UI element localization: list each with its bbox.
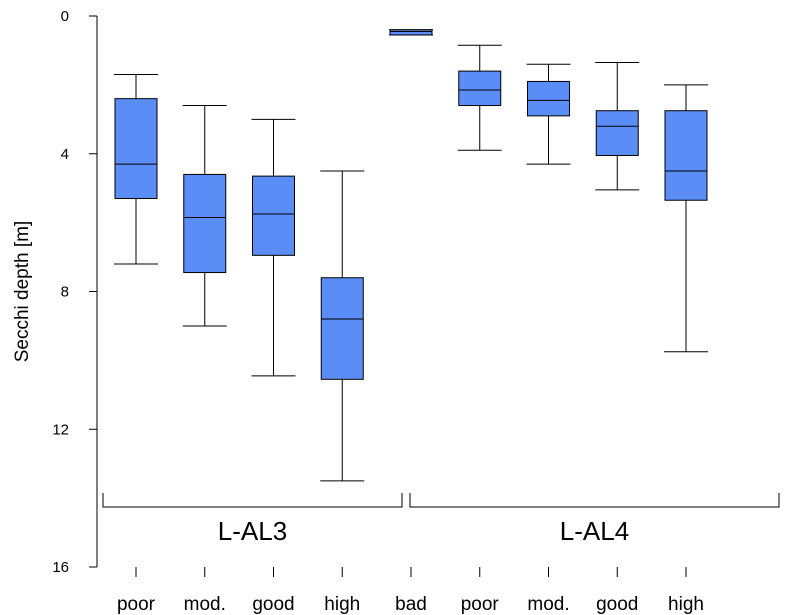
iqr-box [664,110,708,201]
y-tick-label: 4 [61,146,69,163]
iqr-box [595,110,639,156]
iqr-box [458,70,502,107]
group-bracket [102,493,403,508]
group-label: L-AL3 [218,516,287,546]
box-l-al4-good [595,61,640,191]
x-tick-label: high [668,594,704,615]
iqr-box [183,173,227,274]
box-l-al4-poor [457,44,502,151]
iqr-box [389,29,433,36]
group-label: L-AL4 [560,516,629,546]
box-l-al4-high [664,84,708,353]
x-tick-label: good [596,594,638,615]
y-tick-label: 8 [61,284,69,301]
y-tick-label: 16 [52,559,69,576]
box-l-al4-bad [389,29,433,36]
iqr-box [320,277,364,380]
x-tick-label: poor [461,594,500,615]
box-l-al3-high [320,170,365,482]
x-tick-label: high [324,594,360,615]
group-bracket [409,493,780,508]
y-axis-title: Secchi depth [m] [12,221,33,363]
plot-layer: 0 4 8 12 16 poor mod. good high bad poor mod. good hi… [52,8,780,615]
axis-layer: Secchi depth [m] [12,16,98,567]
x-tick-label: mod. [184,594,226,615]
iqr-box [527,80,570,117]
x-tick-label: mod. [527,594,569,615]
x-tick-label: good [252,594,294,615]
box-l-al3-good [251,118,296,377]
x-tick-label: poor [117,594,156,615]
box-l-al4-mod [526,63,571,165]
iqr-box [252,175,295,256]
x-tick-label: bad [395,594,427,615]
iqr-box [114,98,158,200]
y-tick-label: 0 [61,8,69,25]
box-l-al3-poor [114,74,158,265]
box-l-al3-mod [182,105,227,327]
y-tick-label: 12 [52,421,69,438]
